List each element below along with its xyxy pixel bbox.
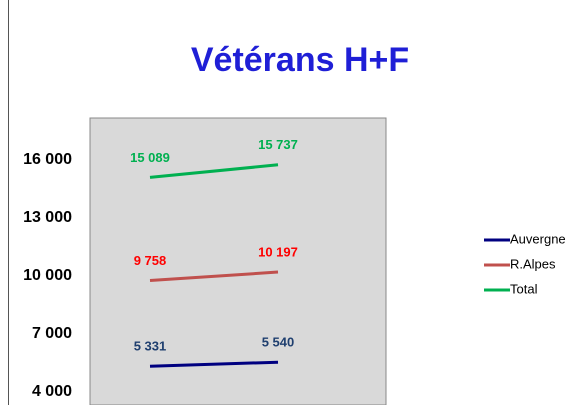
data-label: 15 089 [130,150,170,165]
plot-area [89,117,387,405]
series-line [149,163,279,179]
data-label: 5 540 [262,335,295,350]
y-tick-label: 13 000 [23,209,72,226]
data-label: 9 758 [134,253,167,268]
y-tick-label: 10 000 [23,267,72,284]
y-tick-label: 16 000 [23,151,72,168]
y-tick-label: 7 000 [32,325,72,342]
chart-title: Vétérans H+F [191,41,409,79]
legend-label: Auvergne [510,231,566,246]
data-label: 10 197 [258,244,298,259]
legend-label: Total [510,281,538,296]
legend-label: R.Alpes [510,256,556,271]
series-line [149,270,279,283]
y-tick-label: 4 000 [32,383,72,400]
series-line [149,360,279,368]
data-label: 5 331 [134,339,167,354]
data-label: 15 737 [258,137,298,152]
